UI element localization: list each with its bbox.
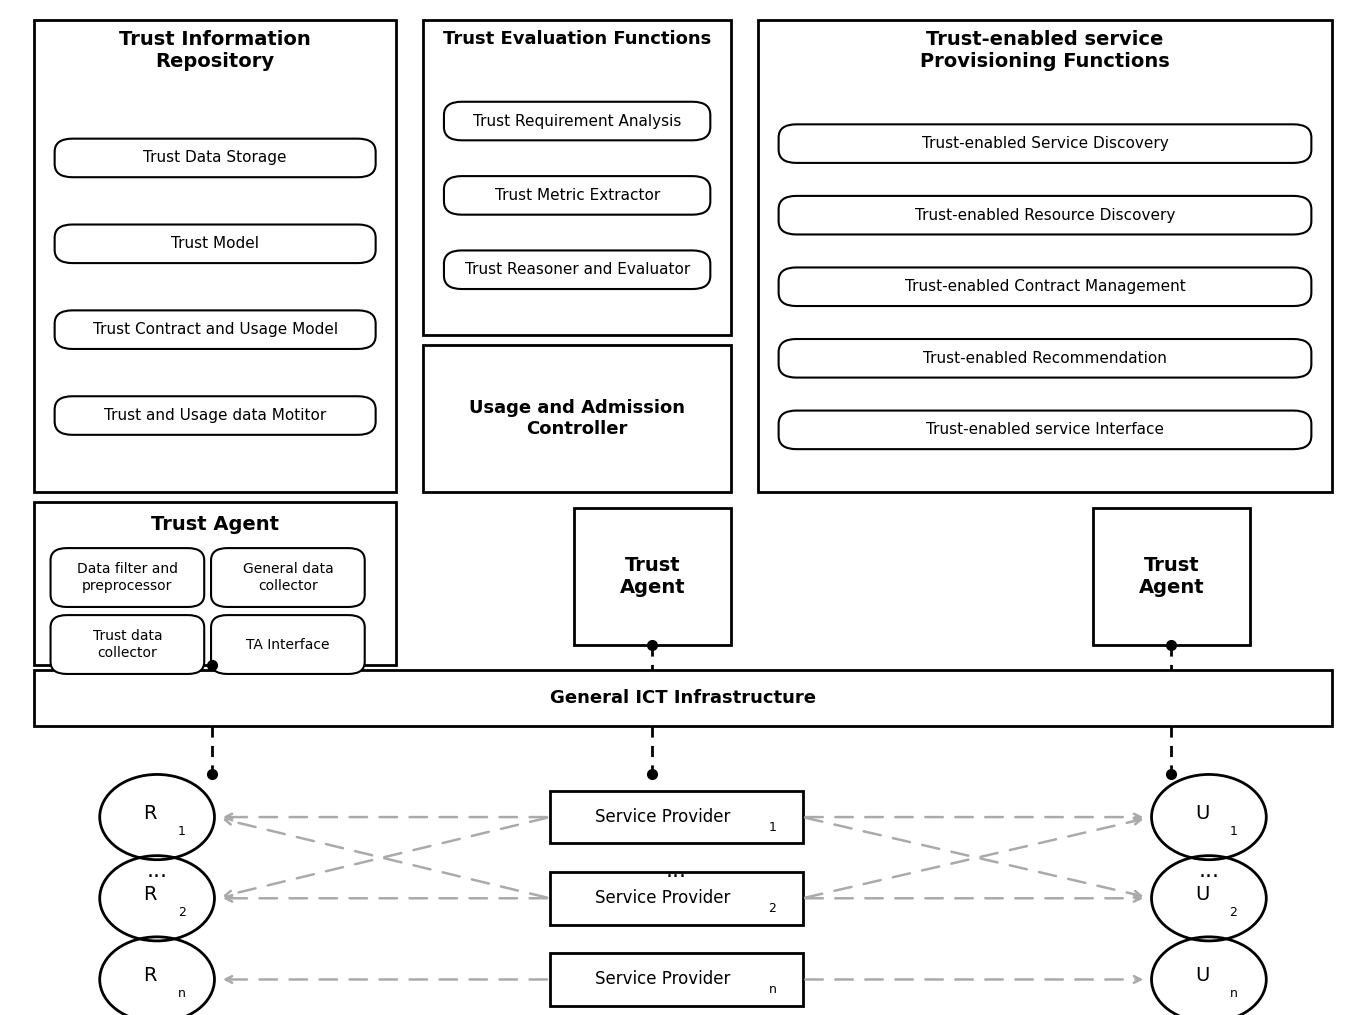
FancyBboxPatch shape: [549, 953, 802, 1006]
Text: 1: 1: [769, 821, 776, 833]
Text: 2: 2: [178, 906, 186, 919]
FancyBboxPatch shape: [779, 196, 1311, 234]
Text: Trust Data Storage: Trust Data Storage: [143, 150, 287, 165]
Text: General ICT Infrastructure: General ICT Infrastructure: [550, 689, 816, 706]
Text: Trust Reasoner and Evaluator: Trust Reasoner and Evaluator: [464, 262, 690, 277]
Text: Service Provider: Service Provider: [594, 970, 731, 989]
Text: U: U: [1195, 804, 1209, 822]
FancyBboxPatch shape: [779, 125, 1311, 163]
FancyBboxPatch shape: [423, 345, 731, 492]
Text: Trust-enabled service
Provisioning Functions: Trust-enabled service Provisioning Funct…: [921, 30, 1169, 71]
Text: Trust and Usage data Motitor: Trust and Usage data Motitor: [104, 408, 326, 423]
Text: Trust-enabled Service Discovery: Trust-enabled Service Discovery: [922, 136, 1168, 151]
FancyBboxPatch shape: [549, 791, 802, 843]
Text: Trust Evaluation Functions: Trust Evaluation Functions: [443, 30, 712, 49]
FancyBboxPatch shape: [444, 177, 710, 215]
Text: ...: ...: [665, 861, 687, 881]
FancyBboxPatch shape: [34, 670, 1332, 726]
FancyBboxPatch shape: [549, 872, 802, 925]
FancyBboxPatch shape: [574, 508, 731, 645]
Text: Trust Model: Trust Model: [171, 236, 260, 252]
Text: Usage and Admission
Controller: Usage and Admission Controller: [469, 399, 686, 438]
FancyBboxPatch shape: [55, 224, 376, 263]
Text: Trust-enabled Resource Discovery: Trust-enabled Resource Discovery: [915, 208, 1175, 222]
Text: Trust
Agent: Trust Agent: [619, 555, 686, 597]
Text: ...: ...: [146, 861, 168, 881]
Text: TA Interface: TA Interface: [246, 637, 329, 652]
FancyBboxPatch shape: [55, 311, 376, 349]
Text: Service Provider: Service Provider: [594, 889, 731, 907]
Text: Trust Information
Repository: Trust Information Repository: [119, 30, 311, 71]
FancyBboxPatch shape: [212, 615, 365, 674]
FancyBboxPatch shape: [444, 102, 710, 140]
Text: Trust-enabled service Interface: Trust-enabled service Interface: [926, 422, 1164, 437]
FancyBboxPatch shape: [444, 251, 710, 289]
Text: R: R: [143, 804, 157, 822]
FancyBboxPatch shape: [51, 548, 205, 607]
Text: Data filter and
preprocessor: Data filter and preprocessor: [76, 562, 178, 593]
Text: Service Provider: Service Provider: [594, 808, 731, 826]
Text: R: R: [143, 966, 157, 985]
FancyBboxPatch shape: [212, 548, 365, 607]
Text: 2: 2: [769, 902, 776, 915]
Text: Trust-enabled Recommendation: Trust-enabled Recommendation: [923, 351, 1167, 365]
Text: Trust Contract and Usage Model: Trust Contract and Usage Model: [93, 322, 337, 337]
Text: Trust data
collector: Trust data collector: [93, 629, 163, 660]
Text: U: U: [1195, 885, 1209, 903]
Text: 1: 1: [1229, 825, 1238, 837]
Text: Trust Agent: Trust Agent: [152, 515, 279, 534]
FancyBboxPatch shape: [423, 20, 731, 335]
Text: n: n: [178, 988, 186, 1000]
Text: General data
collector: General data collector: [243, 562, 333, 593]
FancyBboxPatch shape: [779, 339, 1311, 378]
FancyBboxPatch shape: [51, 615, 205, 674]
FancyBboxPatch shape: [779, 268, 1311, 307]
Text: ...: ...: [1198, 861, 1220, 881]
Text: n: n: [769, 984, 776, 996]
FancyBboxPatch shape: [758, 20, 1332, 492]
Text: n: n: [1229, 988, 1238, 1000]
Text: Trust-enabled Contract Management: Trust-enabled Contract Management: [904, 279, 1186, 294]
Text: Trust Requirement Analysis: Trust Requirement Analysis: [473, 114, 682, 129]
Text: 1: 1: [178, 825, 186, 837]
FancyBboxPatch shape: [34, 502, 396, 665]
FancyBboxPatch shape: [34, 20, 396, 492]
Text: Trust Metric Extractor: Trust Metric Extractor: [494, 188, 660, 203]
FancyBboxPatch shape: [55, 139, 376, 178]
Text: U: U: [1195, 966, 1209, 985]
Text: Trust
Agent: Trust Agent: [1138, 555, 1205, 597]
FancyBboxPatch shape: [55, 396, 376, 434]
Text: R: R: [143, 885, 157, 903]
Text: 2: 2: [1229, 906, 1238, 919]
FancyBboxPatch shape: [779, 411, 1311, 450]
FancyBboxPatch shape: [1093, 508, 1250, 645]
